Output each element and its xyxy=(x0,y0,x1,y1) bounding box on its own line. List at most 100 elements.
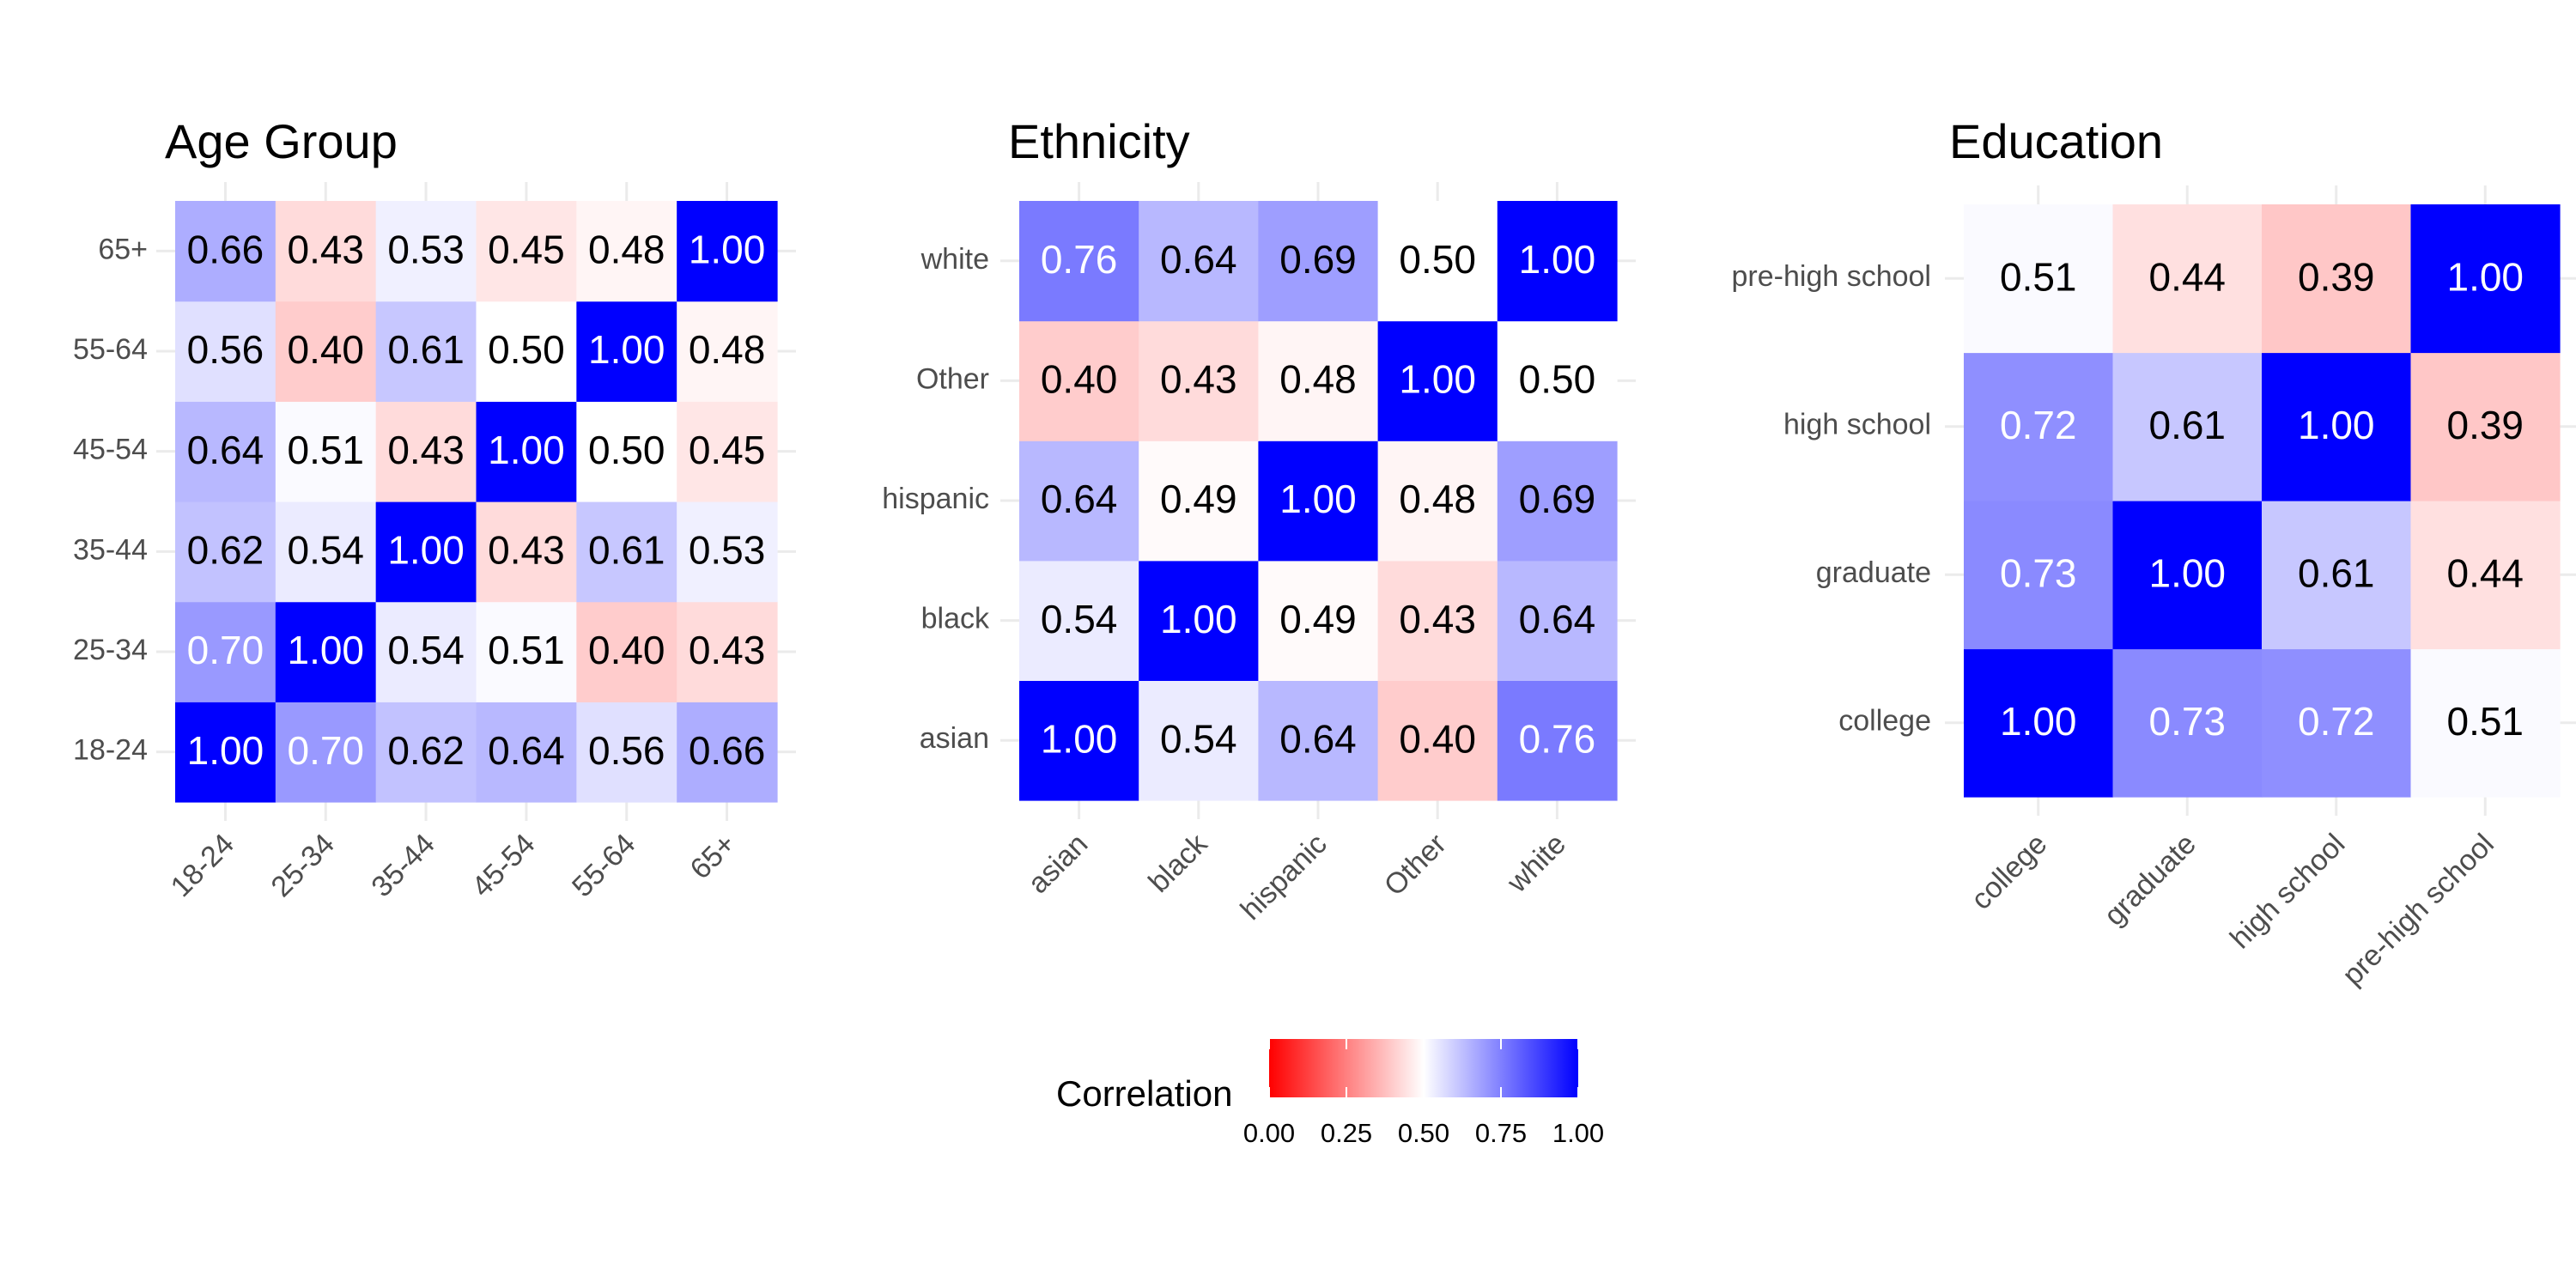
panel-title: Age Group xyxy=(165,114,398,168)
heatmap-cell xyxy=(677,301,778,402)
heatmap-cell xyxy=(375,201,477,302)
cell-value-label: 0.61 xyxy=(588,527,665,572)
cell-value-label: 0.45 xyxy=(488,227,565,271)
heatmap-cell xyxy=(677,501,778,603)
panel-title: Ethnicity xyxy=(1008,114,1190,168)
x-tick-label: 25-34 xyxy=(265,828,341,903)
heatmap-cell xyxy=(1377,560,1498,681)
cell-value-label: 0.56 xyxy=(187,327,264,372)
cell-value-label: 1.00 xyxy=(287,628,364,672)
cell-value-label: 0.44 xyxy=(2446,550,2524,595)
heatmap-cell xyxy=(1258,201,1379,322)
heatmap-cell xyxy=(1019,560,1139,681)
cell-value-label: 0.50 xyxy=(588,428,665,472)
cell-value-label: 1.00 xyxy=(1041,716,1118,761)
heatmap-cell xyxy=(1139,560,1259,681)
x-tick-label: 18-24 xyxy=(165,828,240,903)
cell-value-label: 0.53 xyxy=(387,227,465,271)
cell-value-label: 1.00 xyxy=(2446,254,2524,299)
cell-value-label: 0.54 xyxy=(387,628,465,672)
legend-tick-label: 1.00 xyxy=(1552,1118,1604,1148)
heatmap-cell xyxy=(175,401,276,502)
heatmap-cell xyxy=(576,601,677,702)
cell-value-label: 0.48 xyxy=(588,227,665,271)
heatmap-cell xyxy=(275,301,377,402)
cell-value-label: 0.48 xyxy=(689,327,766,372)
heatmap-cell xyxy=(175,301,276,402)
cell-value-label: 0.40 xyxy=(1041,357,1118,402)
cell-value-label: 0.40 xyxy=(1399,716,1476,761)
heatmap-cell xyxy=(476,601,577,702)
heatmap-cell xyxy=(1497,320,1618,441)
heatmap-panel-education: Education 1.00 0.73 0.72 0.51 0.73 1.00 0.61 0.… xyxy=(1732,114,2576,992)
heatmap-cell xyxy=(2112,204,2263,354)
y-tick-label: 35-44 xyxy=(73,533,148,566)
heatmap-cell xyxy=(2410,648,2561,798)
cell-value-label: 1.00 xyxy=(1279,477,1357,521)
heatmap-cell xyxy=(1964,501,2114,650)
x-tick-label: pre-high school xyxy=(2336,828,2500,992)
x-tick-label: 45-54 xyxy=(465,828,541,903)
x-tick-label: white xyxy=(1500,828,1572,900)
x-tick-label: graduate xyxy=(2098,828,2202,933)
cell-value-label: 0.49 xyxy=(1160,477,1237,521)
cell-value-label: 0.50 xyxy=(488,327,565,372)
y-tick-label: white xyxy=(920,243,989,276)
heatmap-cell xyxy=(576,501,677,603)
cell-value-label: 0.54 xyxy=(287,527,364,572)
cell-value-label: 0.45 xyxy=(689,428,766,472)
heatmap-cell xyxy=(2112,352,2263,501)
heatmap-panel-ethnicity: Ethnicity 1.00 0.54 0.64 0.40 0.76 0.54 1.00 0.… xyxy=(882,114,1636,927)
heatmap-cell xyxy=(375,401,477,502)
cell-value-label: 0.54 xyxy=(1041,597,1118,641)
cell-value-label: 0.51 xyxy=(2446,699,2524,744)
cell-value-label: 0.43 xyxy=(287,227,364,271)
y-tick-label: 18-24 xyxy=(73,734,148,767)
heatmap-cell xyxy=(677,401,778,502)
x-tick-label: Other xyxy=(1378,828,1453,902)
cell-value-label: 0.76 xyxy=(1519,716,1596,761)
cell-value-label: 0.61 xyxy=(2148,403,2226,447)
y-tick-label: 65+ xyxy=(98,233,148,265)
heatmap-cell xyxy=(1019,320,1139,441)
y-tick-label: high school xyxy=(1783,409,1931,441)
heatmap-cell xyxy=(476,501,577,603)
heatmap-cell xyxy=(476,301,577,402)
heatmap-cell xyxy=(1258,680,1379,801)
heatmap-cell xyxy=(1139,440,1259,562)
cell-value-label: 0.40 xyxy=(287,327,364,372)
heatmap-cell xyxy=(1019,440,1139,562)
heatmap-cell xyxy=(677,201,778,302)
cell-value-label: 1.00 xyxy=(689,227,766,271)
cell-value-label: 0.66 xyxy=(187,227,264,271)
heatmap-cell xyxy=(2262,501,2412,650)
cell-value-label: 0.76 xyxy=(1041,237,1118,282)
heatmap-cell xyxy=(2410,204,2561,354)
cell-value-label: 0.62 xyxy=(387,728,465,773)
cell-value-label: 0.51 xyxy=(287,428,364,472)
cell-value-label: 1.00 xyxy=(1399,357,1476,402)
heatmap-cell xyxy=(1258,320,1379,441)
heatmap-cell xyxy=(1377,440,1498,562)
cell-value-label: 0.70 xyxy=(187,628,264,672)
heatmap-cell xyxy=(1377,680,1498,801)
cell-value-label: 0.70 xyxy=(287,728,364,773)
x-tick-label: 55-64 xyxy=(566,828,641,903)
x-tick-label: 35-44 xyxy=(365,828,440,903)
heatmap-cell xyxy=(175,601,276,702)
cell-value-label: 0.50 xyxy=(1399,237,1476,282)
heatmap-cell xyxy=(2410,352,2561,501)
heatmap-cell xyxy=(175,201,276,302)
heatmap-cell xyxy=(1139,680,1259,801)
heatmap-cell xyxy=(275,601,377,702)
y-tick-label: college xyxy=(1838,705,1931,738)
heatmap-cell xyxy=(476,702,577,803)
cell-value-label: 0.43 xyxy=(387,428,465,472)
heatmap-cell xyxy=(275,201,377,302)
x-tick-label: high school xyxy=(2224,828,2352,956)
y-tick-label: 55-64 xyxy=(73,333,148,366)
cell-value-label: 0.51 xyxy=(2000,254,2077,299)
heatmap-cell xyxy=(375,301,477,402)
cell-value-label: 0.66 xyxy=(689,728,766,773)
cell-value-label: 1.00 xyxy=(387,527,465,572)
